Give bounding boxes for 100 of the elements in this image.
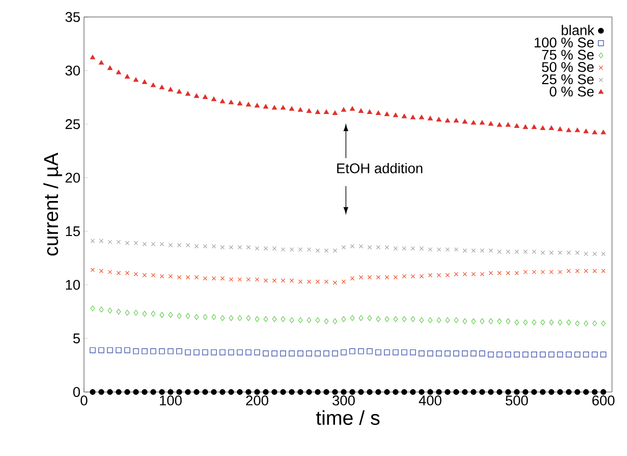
legend-label: 0 % Se [550,86,594,96]
point [236,349,243,356]
point [272,246,277,251]
point [254,316,260,322]
point [445,247,450,252]
point [393,275,398,280]
point [419,317,424,324]
point [297,389,304,395]
point [203,276,208,281]
point [238,315,242,321]
point [418,350,424,356]
point [592,320,597,326]
point [228,315,234,321]
point [454,247,458,252]
point [99,268,104,274]
point [445,273,450,278]
point [419,274,424,278]
point [185,91,190,96]
point [194,389,200,395]
point [142,273,147,278]
point [496,352,502,358]
point [194,349,200,356]
point [90,238,95,244]
point [376,275,380,280]
point [566,250,571,255]
point [540,270,545,274]
point [497,270,502,276]
point [176,89,182,94]
point [342,245,346,250]
y-tick-label: 15 [66,226,80,236]
point [410,316,416,322]
point [428,273,432,278]
point [228,100,234,104]
point [186,243,190,248]
point [288,350,295,356]
point [176,348,182,354]
point [315,109,320,114]
point [280,350,286,356]
point [601,320,606,326]
point [254,349,260,356]
point [332,350,338,356]
point [548,389,554,395]
point [289,317,294,324]
point [367,109,372,114]
point [90,347,96,354]
point [254,246,260,251]
point [314,350,321,356]
point [462,350,468,356]
point [462,272,467,276]
x-tick-label: 100 [160,396,182,406]
point [168,86,174,92]
point [566,319,571,326]
point [142,310,147,317]
point [151,242,156,246]
point [384,112,390,116]
point [566,389,572,395]
point [220,389,226,395]
legend-label: 50 % Se [542,62,594,72]
point [184,349,191,356]
point [142,389,148,395]
point [98,347,104,354]
point [116,308,121,315]
point [220,98,226,104]
point [575,320,580,326]
point [177,243,182,248]
point [514,389,520,395]
point [159,84,164,90]
point [522,352,528,358]
point [532,319,536,326]
point [436,317,442,324]
point [228,389,234,395]
point [90,306,95,312]
point [549,319,554,326]
point [436,116,442,122]
point [133,77,138,82]
point [376,110,381,116]
point [264,316,268,322]
point [419,246,424,251]
point [124,347,130,354]
point [133,348,139,354]
point [194,93,200,98]
point [558,250,562,255]
point [125,270,130,276]
point [116,347,122,354]
point [358,244,364,248]
point [349,389,356,395]
point [332,280,338,285]
point [134,240,138,246]
point [566,352,572,358]
point [133,389,139,395]
point [90,389,96,395]
point [566,268,571,274]
point [583,352,589,358]
point [384,389,390,395]
point [341,316,346,322]
point [202,389,208,395]
point [401,389,408,395]
x-tick-label: 300 [332,396,355,406]
point [220,245,225,250]
point [306,247,312,252]
